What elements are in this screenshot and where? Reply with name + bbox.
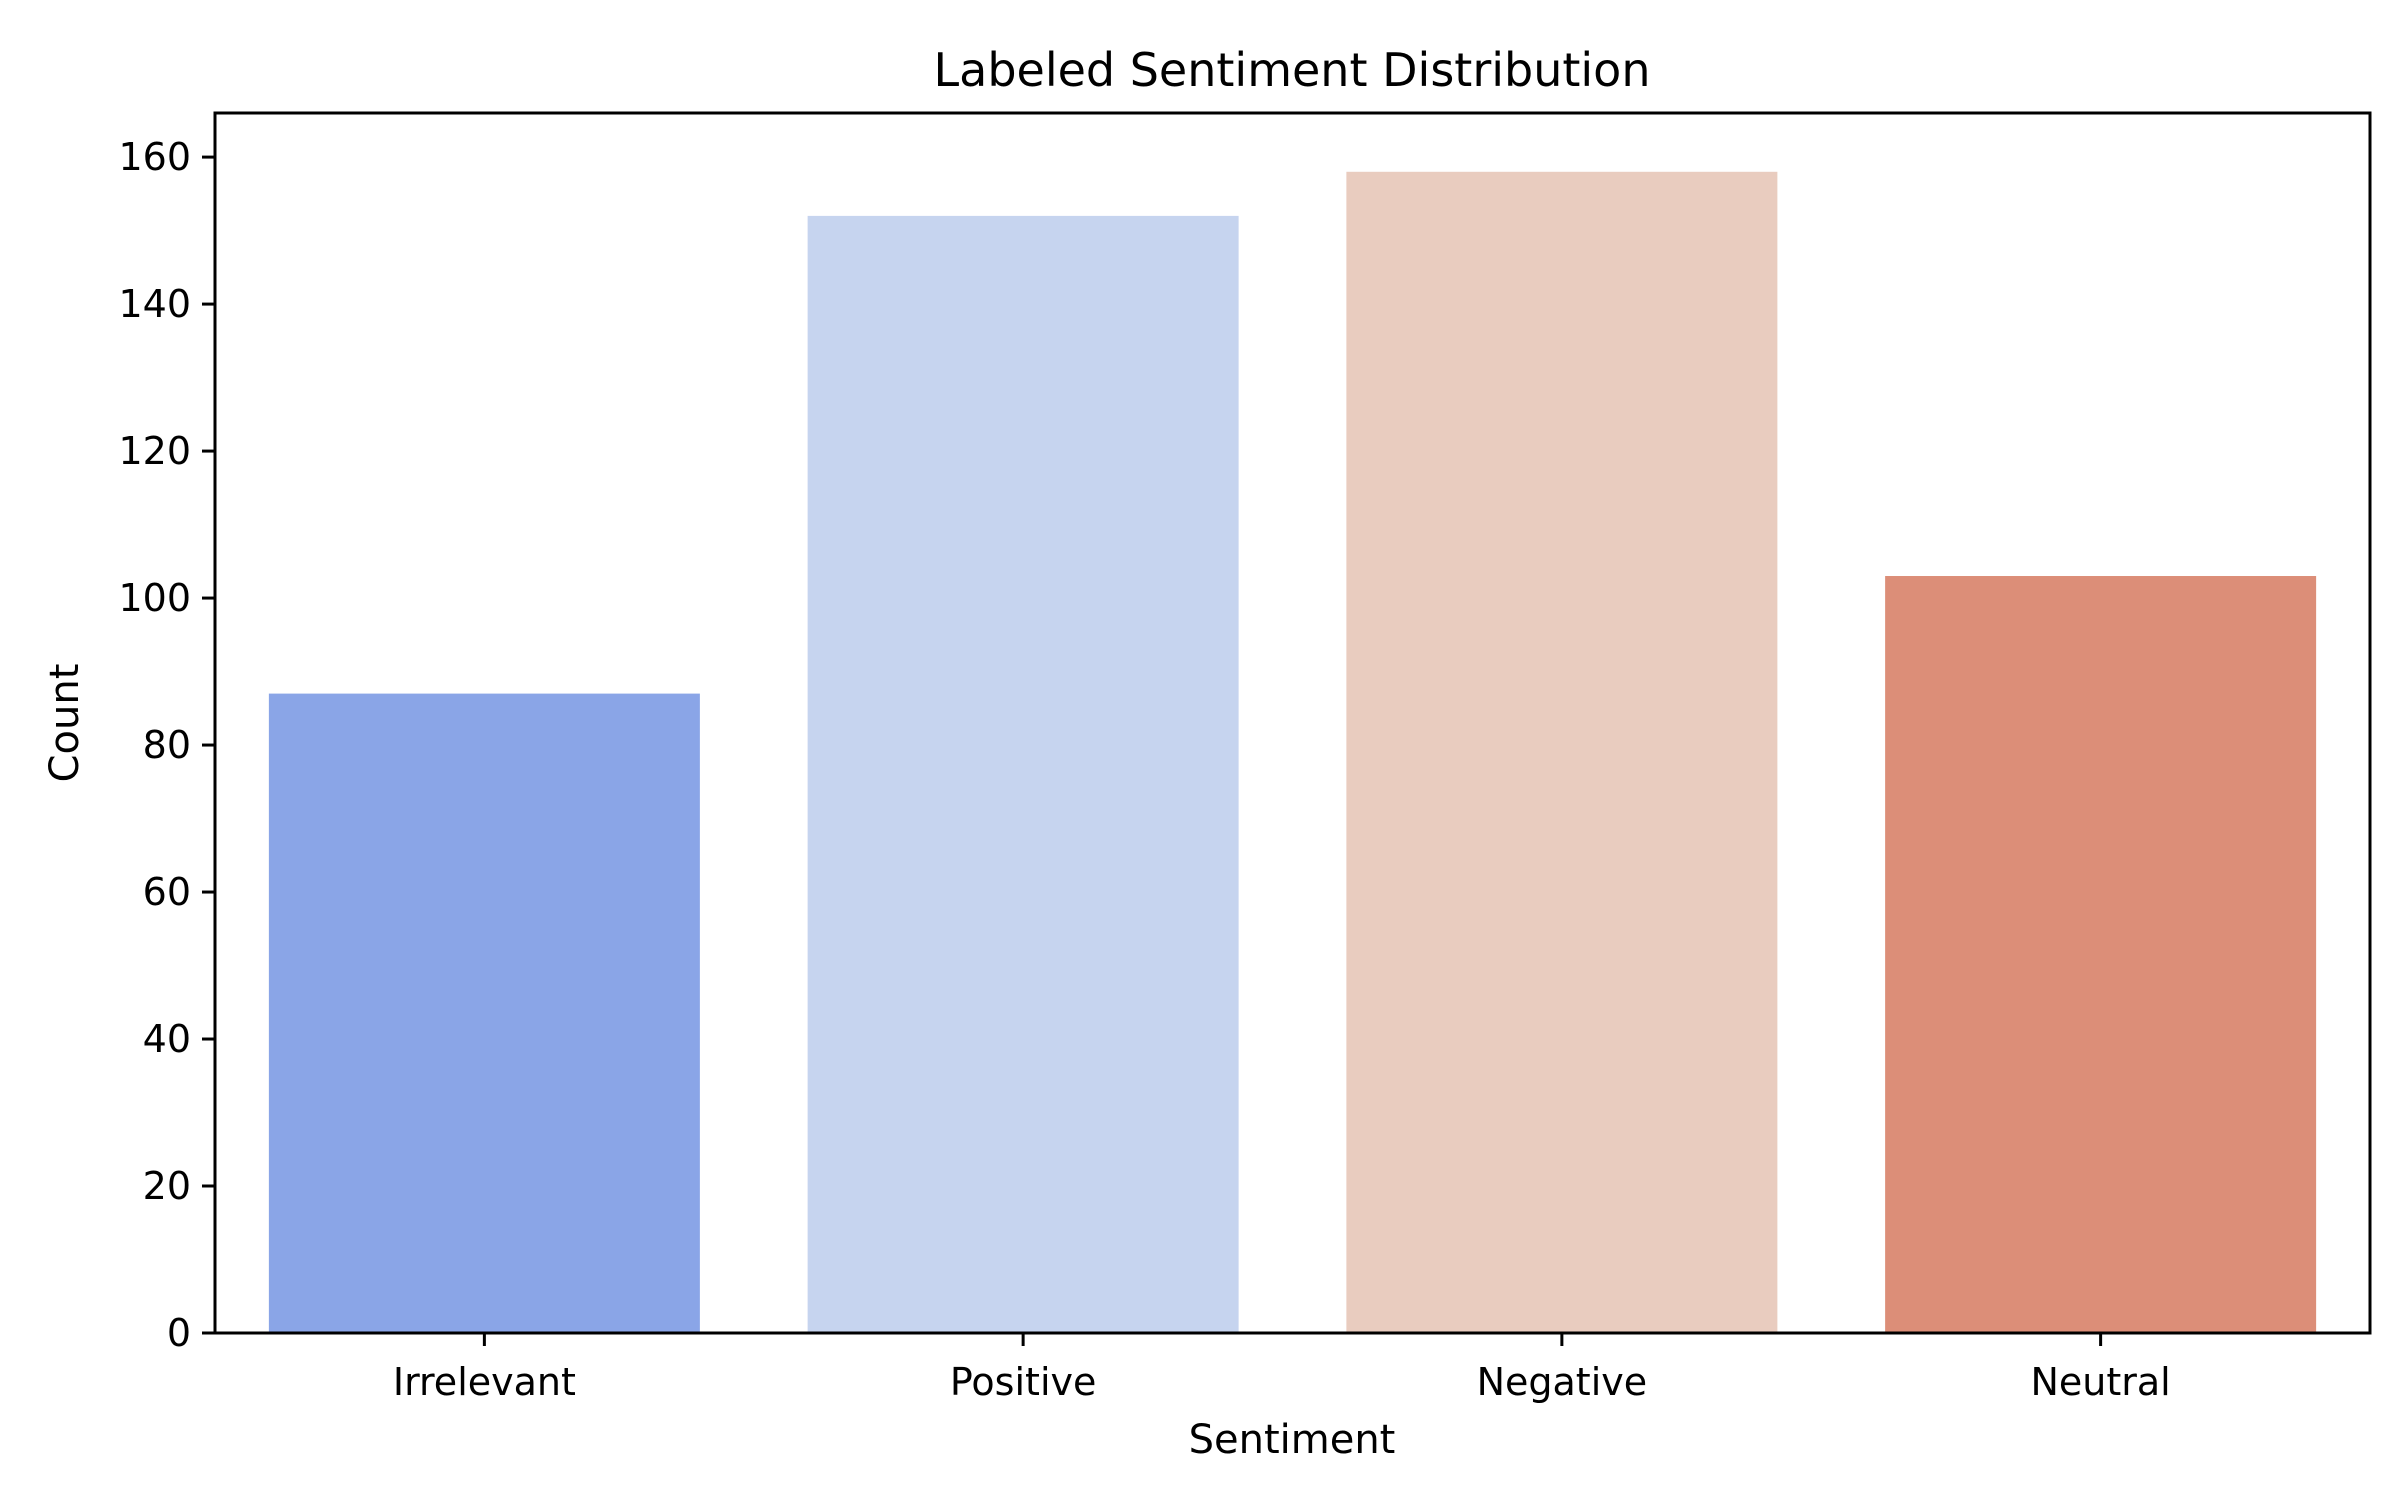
x-axis-ticks: Irrelevant Positive Negative Neutral	[393, 1333, 2171, 1404]
y-tick-label: 100	[118, 576, 191, 620]
x-axis-label: Sentiment	[1189, 1417, 1396, 1463]
y-tick-label: 60	[143, 870, 191, 914]
chart-title: Labeled Sentiment Distribution	[934, 43, 1651, 97]
bar-neutral	[1885, 576, 2317, 1333]
bars-group	[268, 171, 2317, 1334]
y-tick-label: 80	[143, 723, 191, 767]
y-axis-label: Count	[42, 664, 88, 783]
y-axis-ticks: 0 20 40 60 80 100 120 140 160	[118, 135, 215, 1355]
x-tick-label: Negative	[1477, 1360, 1648, 1404]
y-tick-label: 0	[167, 1311, 191, 1355]
x-tick-label: Irrelevant	[393, 1360, 576, 1404]
y-tick-label: 20	[143, 1164, 191, 1208]
bar-positive	[807, 215, 1239, 1333]
y-tick-label: 40	[143, 1017, 191, 1061]
x-tick-label: Neutral	[2030, 1360, 2170, 1404]
bar-irrelevant	[268, 693, 700, 1333]
plot-frame	[213, 111, 2372, 1335]
bar-negative	[1346, 171, 1778, 1334]
y-tick-label: 160	[118, 135, 191, 179]
y-tick-label: 120	[118, 429, 191, 473]
x-tick-label: Positive	[950, 1360, 1097, 1404]
y-tick-label: 140	[118, 282, 191, 326]
